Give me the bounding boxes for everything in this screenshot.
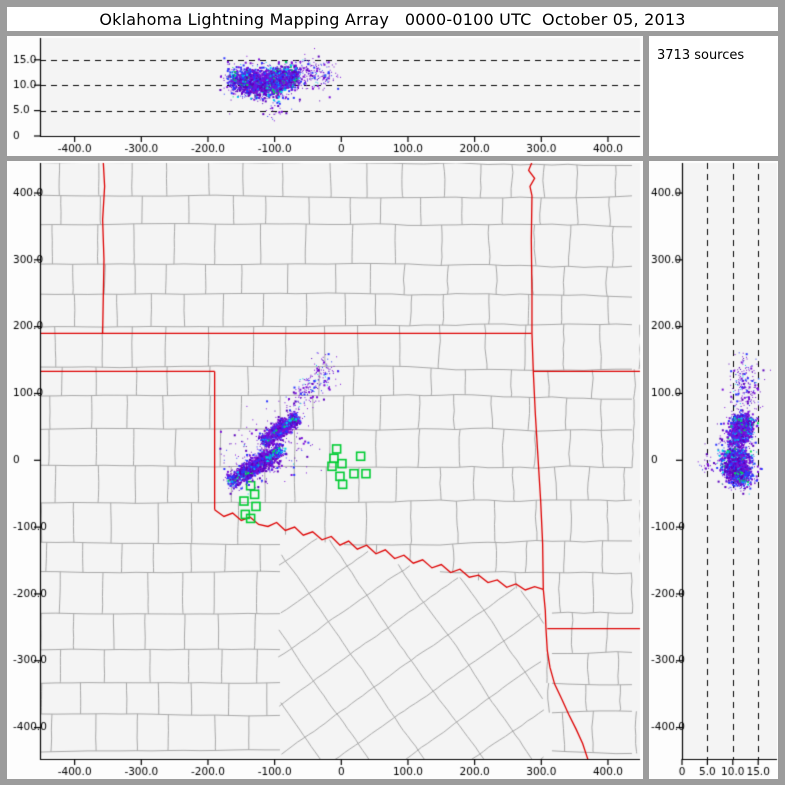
altitude-ns-panel[interactable]	[649, 161, 778, 779]
title-bar: Oklahoma Lightning Mapping Array 0000-01…	[7, 7, 778, 31]
plan-view-map-panel[interactable]	[7, 161, 643, 779]
sources-count-label: 3713 sources	[657, 48, 745, 63]
ew-altitude-panel[interactable]	[7, 36, 643, 156]
top-row: 3713 sources	[7, 36, 778, 156]
sources-box: 3713 sources	[649, 36, 778, 156]
page-title: Oklahoma Lightning Mapping Array 0000-01…	[99, 9, 686, 29]
main-row	[7, 161, 778, 779]
